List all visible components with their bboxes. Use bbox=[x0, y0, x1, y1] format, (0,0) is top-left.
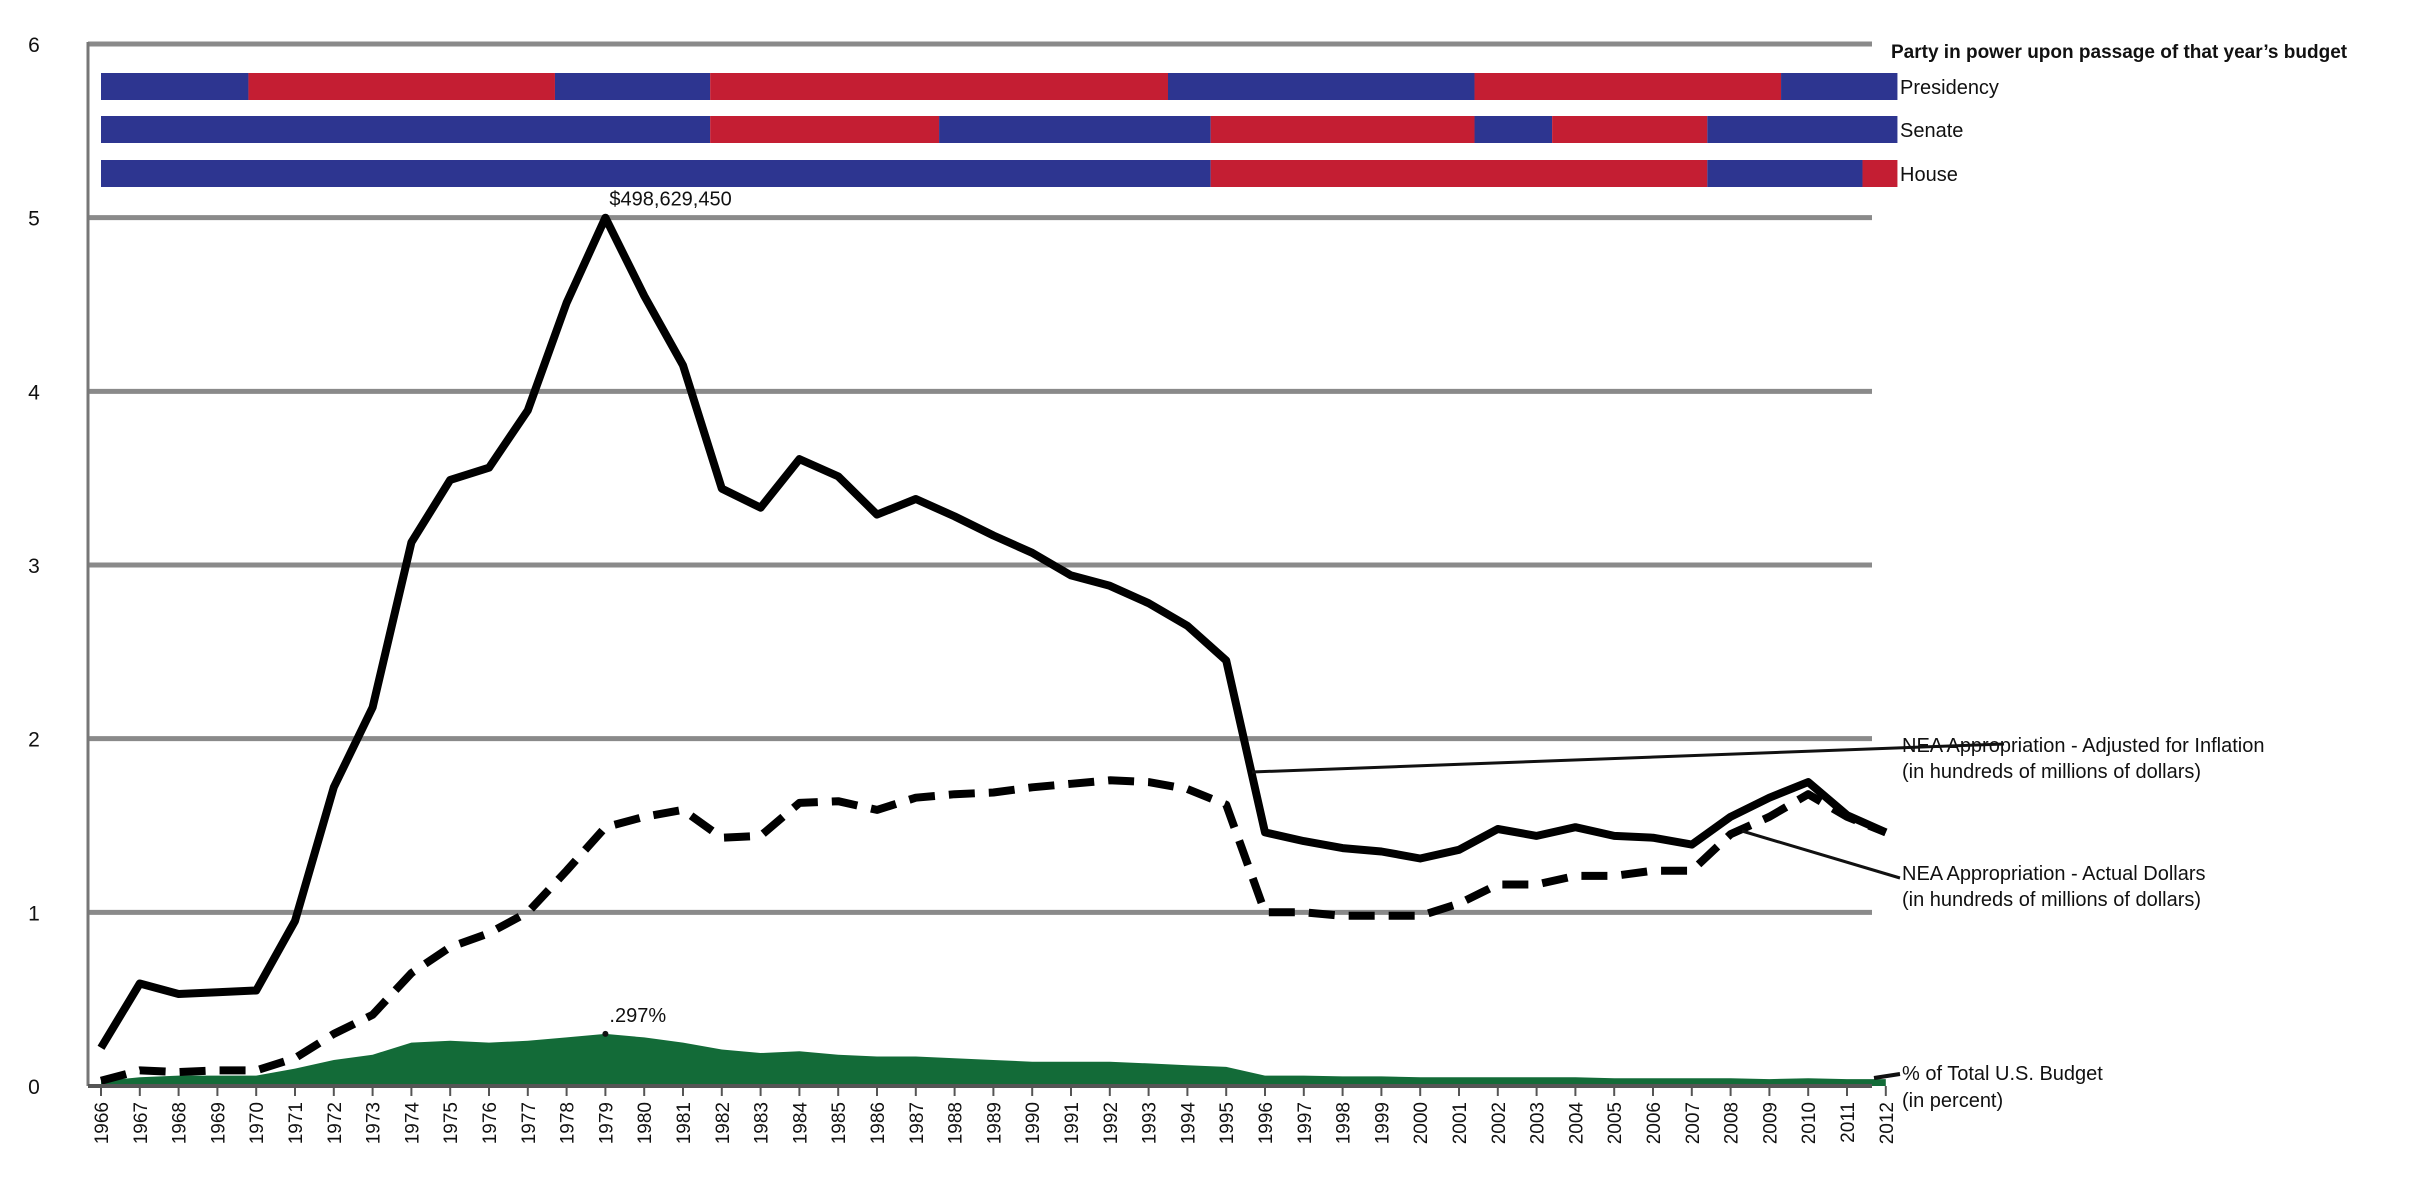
party-row-label: House bbox=[1900, 164, 1958, 186]
y-tick-label: 6 bbox=[28, 34, 40, 57]
y-tick-label: 1 bbox=[28, 902, 40, 925]
party-segment-senate bbox=[939, 116, 1211, 143]
actual-series-label-line2: (in hundreds of millions of dollars) bbox=[1902, 889, 2201, 911]
party-segment-house bbox=[1862, 160, 1898, 187]
x-tick-label: 1976 bbox=[480, 1102, 501, 1144]
x-tick-label: 1969 bbox=[208, 1102, 229, 1144]
x-tick-label: 1973 bbox=[364, 1102, 385, 1144]
x-tick-label: 1981 bbox=[674, 1102, 695, 1144]
x-tick-label: 1970 bbox=[247, 1102, 268, 1144]
x-tick-label: 1974 bbox=[402, 1102, 423, 1145]
x-tick-label: 2007 bbox=[1683, 1102, 1704, 1144]
x-tick-label: 1972 bbox=[325, 1102, 346, 1144]
party-row-label: Presidency bbox=[1900, 77, 1999, 99]
inflation-series-label-line2: (in hundreds of millions of dollars) bbox=[1902, 761, 2201, 783]
x-tick-label: 2012 bbox=[1877, 1102, 1898, 1144]
party-segment-presidency bbox=[1781, 73, 1898, 100]
party-segment-senate bbox=[1552, 116, 1708, 143]
party-segment-presidency bbox=[248, 73, 555, 100]
x-tick-label: 2008 bbox=[1722, 1102, 1743, 1144]
x-tick-label: 1968 bbox=[170, 1102, 191, 1144]
x-tick-label: 1998 bbox=[1334, 1102, 1355, 1144]
x-tick-label: 1997 bbox=[1295, 1102, 1316, 1144]
budget-percent-area-fill bbox=[101, 1033, 1886, 1086]
party-bars-title: Party in power upon passage of that year… bbox=[1891, 42, 2348, 63]
peak-dollar-annotation: $498,629,450 bbox=[609, 189, 731, 211]
x-tick-label: 1977 bbox=[519, 1102, 540, 1144]
x-tick-label: 1978 bbox=[558, 1102, 579, 1144]
party-bars: Party in power upon passage of that year… bbox=[101, 42, 2348, 187]
x-tick-label: 1983 bbox=[752, 1102, 773, 1144]
inflation-adjusted-line bbox=[97, 213, 1888, 1050]
x-tick-label: 1999 bbox=[1372, 1102, 1393, 1144]
x-tick-label: 2001 bbox=[1450, 1102, 1471, 1144]
actual-dollars-line bbox=[99, 776, 1888, 1085]
x-tick-label: 1987 bbox=[907, 1102, 928, 1144]
y-tick-label: 0 bbox=[28, 1076, 40, 1099]
party-segment-house bbox=[1707, 160, 1863, 187]
x-tick-label: 2010 bbox=[1799, 1102, 1820, 1144]
x-tick-label: 1996 bbox=[1256, 1102, 1277, 1144]
x-tick-label: 1995 bbox=[1217, 1102, 1238, 1144]
gridlines bbox=[88, 41, 1872, 915]
x-tick-label: 1966 bbox=[92, 1102, 113, 1144]
y-tick-label: 4 bbox=[28, 381, 40, 404]
party-segment-house bbox=[101, 160, 1211, 187]
x-tick-label: 1993 bbox=[1140, 1102, 1161, 1144]
inflation-series-label: NEA Appropriation - Adjusted for Inflati… bbox=[1902, 735, 2264, 757]
actual-label-leader bbox=[1741, 829, 1901, 880]
y-tick-label: 2 bbox=[28, 729, 40, 752]
y-tick-label: 5 bbox=[28, 208, 40, 231]
x-tick-label: 1986 bbox=[868, 1102, 889, 1144]
peak-percent-marker bbox=[602, 1030, 609, 1037]
party-segment-house bbox=[1210, 160, 1708, 187]
x-tick-label: 2011 bbox=[1838, 1102, 1859, 1143]
x-tick-label: 1967 bbox=[131, 1102, 152, 1144]
x-tick-label: 2002 bbox=[1489, 1102, 1510, 1144]
x-tick-label: 1994 bbox=[1178, 1102, 1199, 1145]
actual-series-label: NEA Appropriation - Actual Dollars bbox=[1902, 863, 2206, 885]
party-segment-presidency bbox=[1474, 73, 1782, 100]
party-row-label: Senate bbox=[1900, 120, 1963, 142]
x-tick-label: 1982 bbox=[713, 1102, 734, 1144]
x-tick-label: 2004 bbox=[1566, 1102, 1587, 1145]
percent-series-label-line2: (in percent) bbox=[1902, 1090, 2003, 1112]
x-tick-label: 2000 bbox=[1411, 1102, 1432, 1144]
y-tick-label: 3 bbox=[28, 555, 40, 578]
x-tick-label: 1991 bbox=[1062, 1102, 1083, 1144]
axes: 0 1 2 3 4 5 6 1966 1967 1968 1969 1970 1971 1972 1973 1… bbox=[28, 34, 1898, 1144]
party-segment-senate bbox=[710, 116, 940, 143]
x-tick-label: 2009 bbox=[1760, 1102, 1781, 1144]
inflation-label-leader bbox=[1251, 742, 2005, 774]
x-tick-label: 1989 bbox=[984, 1102, 1005, 1144]
party-segment-senate bbox=[101, 116, 711, 143]
party-segment-presidency bbox=[554, 73, 711, 100]
x-tick-label: 2003 bbox=[1528, 1102, 1549, 1144]
x-tick-label: 1980 bbox=[635, 1102, 656, 1144]
x-tick-label: 1992 bbox=[1101, 1102, 1122, 1144]
x-tick-label: 1988 bbox=[946, 1102, 967, 1144]
x-tick-label: 1984 bbox=[790, 1102, 811, 1145]
x-tick-label: 2006 bbox=[1644, 1102, 1665, 1144]
party-segment-senate bbox=[1474, 116, 1553, 143]
x-tick-label: 1979 bbox=[596, 1102, 617, 1144]
x-tick-label: 1990 bbox=[1023, 1102, 1044, 1144]
peak-percent-annotation: .297% bbox=[609, 1005, 666, 1027]
party-segment-senate bbox=[1210, 116, 1475, 143]
party-segment-presidency bbox=[1168, 73, 1475, 100]
x-tick-label: 1985 bbox=[829, 1102, 850, 1144]
budget-percent-area bbox=[101, 1033, 1886, 1086]
x-tick-label: 1975 bbox=[441, 1102, 462, 1144]
series-labels: NEA Appropriation - Adjusted for Inflati… bbox=[602, 189, 2264, 1112]
percent-label-leader bbox=[1873, 1072, 1901, 1080]
x-tick-label: 1971 bbox=[286, 1102, 307, 1144]
x-tick-label: 2005 bbox=[1605, 1102, 1626, 1144]
party-segment-presidency bbox=[710, 73, 1168, 100]
percent-series-label: % of Total U.S. Budget bbox=[1902, 1063, 2103, 1085]
party-segment-presidency bbox=[101, 73, 249, 100]
series-lines bbox=[97, 213, 1888, 1085]
party-segment-senate bbox=[1707, 116, 1898, 143]
